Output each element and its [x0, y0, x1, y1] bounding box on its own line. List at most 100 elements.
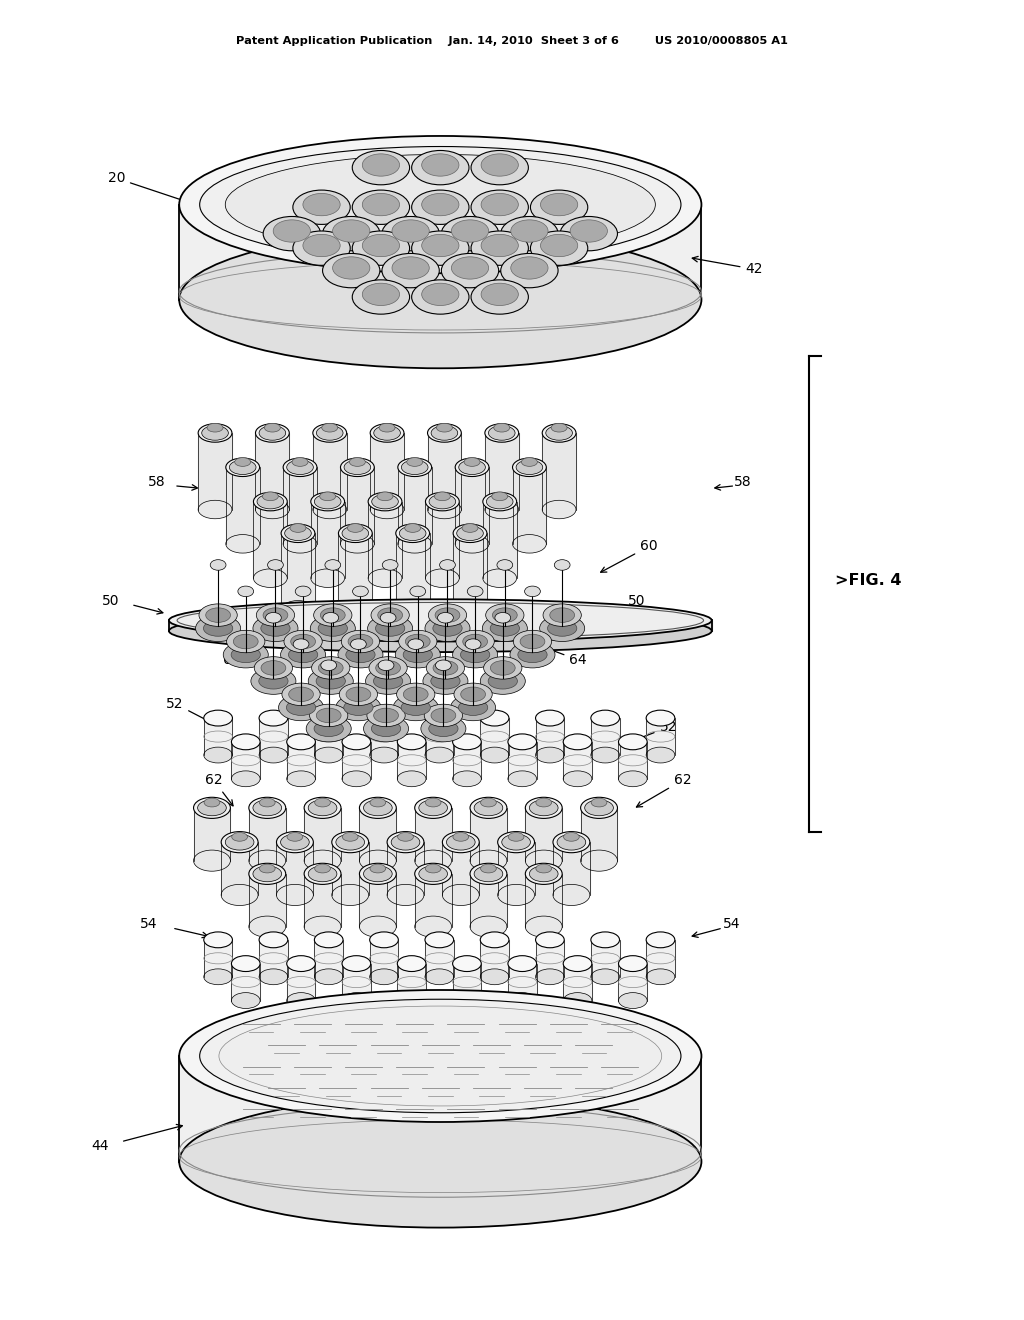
Ellipse shape — [267, 560, 284, 570]
Ellipse shape — [471, 231, 528, 265]
Ellipse shape — [581, 797, 617, 818]
Ellipse shape — [459, 461, 485, 474]
Ellipse shape — [570, 220, 607, 242]
Polygon shape — [342, 964, 371, 1001]
Ellipse shape — [281, 834, 309, 850]
Ellipse shape — [483, 569, 516, 587]
Ellipse shape — [501, 216, 558, 251]
Ellipse shape — [591, 747, 620, 763]
Ellipse shape — [254, 656, 293, 678]
Ellipse shape — [490, 620, 519, 636]
Ellipse shape — [452, 257, 488, 279]
Polygon shape — [359, 874, 396, 927]
Ellipse shape — [338, 524, 373, 543]
Polygon shape — [259, 940, 288, 977]
Ellipse shape — [483, 492, 516, 511]
Ellipse shape — [263, 607, 288, 623]
Ellipse shape — [401, 461, 428, 474]
Text: 64: 64 — [547, 648, 587, 667]
Ellipse shape — [291, 635, 315, 648]
Polygon shape — [425, 718, 454, 755]
Ellipse shape — [392, 220, 429, 242]
Ellipse shape — [513, 535, 547, 553]
Ellipse shape — [646, 747, 675, 763]
Ellipse shape — [485, 424, 518, 442]
Ellipse shape — [281, 601, 315, 619]
Ellipse shape — [646, 932, 675, 948]
Ellipse shape — [256, 500, 290, 519]
Ellipse shape — [371, 500, 403, 519]
Ellipse shape — [202, 425, 228, 440]
Text: 60: 60 — [246, 541, 263, 570]
Ellipse shape — [221, 884, 258, 906]
Ellipse shape — [508, 833, 524, 841]
Ellipse shape — [285, 525, 311, 540]
Ellipse shape — [453, 734, 481, 750]
Ellipse shape — [442, 832, 479, 853]
Polygon shape — [470, 874, 507, 927]
Ellipse shape — [303, 194, 340, 215]
Ellipse shape — [508, 956, 537, 972]
Ellipse shape — [502, 834, 530, 850]
Ellipse shape — [341, 630, 380, 653]
Ellipse shape — [259, 425, 286, 440]
Ellipse shape — [511, 220, 548, 242]
Polygon shape — [646, 940, 675, 977]
Ellipse shape — [455, 458, 489, 477]
Polygon shape — [508, 964, 537, 1001]
Polygon shape — [426, 502, 460, 578]
Ellipse shape — [480, 932, 509, 948]
Ellipse shape — [424, 704, 463, 726]
Polygon shape — [591, 940, 620, 977]
Ellipse shape — [283, 535, 317, 553]
Polygon shape — [287, 964, 315, 1001]
Ellipse shape — [453, 956, 481, 972]
Ellipse shape — [333, 220, 370, 242]
Ellipse shape — [262, 492, 279, 500]
Polygon shape — [513, 467, 547, 544]
Ellipse shape — [316, 425, 343, 440]
Ellipse shape — [407, 458, 423, 466]
Polygon shape — [313, 433, 346, 510]
Ellipse shape — [453, 601, 487, 619]
Ellipse shape — [524, 586, 541, 597]
Ellipse shape — [287, 734, 315, 750]
Ellipse shape — [323, 253, 380, 288]
Polygon shape — [231, 964, 260, 1001]
Ellipse shape — [518, 647, 547, 663]
Text: 54: 54 — [139, 917, 158, 931]
Polygon shape — [415, 808, 452, 861]
Ellipse shape — [408, 639, 424, 649]
Ellipse shape — [536, 799, 552, 807]
Polygon shape — [480, 940, 509, 977]
Polygon shape — [618, 964, 647, 1001]
Ellipse shape — [497, 560, 513, 570]
Ellipse shape — [554, 560, 570, 570]
Ellipse shape — [204, 747, 232, 763]
Ellipse shape — [336, 834, 365, 850]
Text: 52: 52 — [624, 721, 677, 744]
Ellipse shape — [314, 710, 343, 726]
Polygon shape — [397, 964, 426, 1001]
Ellipse shape — [474, 866, 503, 882]
Ellipse shape — [310, 615, 355, 642]
Ellipse shape — [563, 771, 592, 787]
Ellipse shape — [304, 850, 341, 871]
Ellipse shape — [293, 190, 350, 224]
Ellipse shape — [398, 630, 437, 653]
Ellipse shape — [263, 216, 321, 251]
Ellipse shape — [336, 694, 381, 721]
Ellipse shape — [289, 647, 317, 663]
Ellipse shape — [231, 734, 260, 750]
Polygon shape — [415, 874, 452, 927]
Ellipse shape — [352, 150, 410, 185]
Ellipse shape — [204, 799, 220, 807]
Polygon shape — [340, 467, 375, 544]
Ellipse shape — [200, 147, 681, 263]
Ellipse shape — [422, 235, 459, 256]
Polygon shape — [470, 808, 507, 861]
Ellipse shape — [396, 682, 435, 705]
Ellipse shape — [412, 150, 469, 185]
Ellipse shape — [225, 458, 260, 477]
Ellipse shape — [453, 993, 481, 1008]
